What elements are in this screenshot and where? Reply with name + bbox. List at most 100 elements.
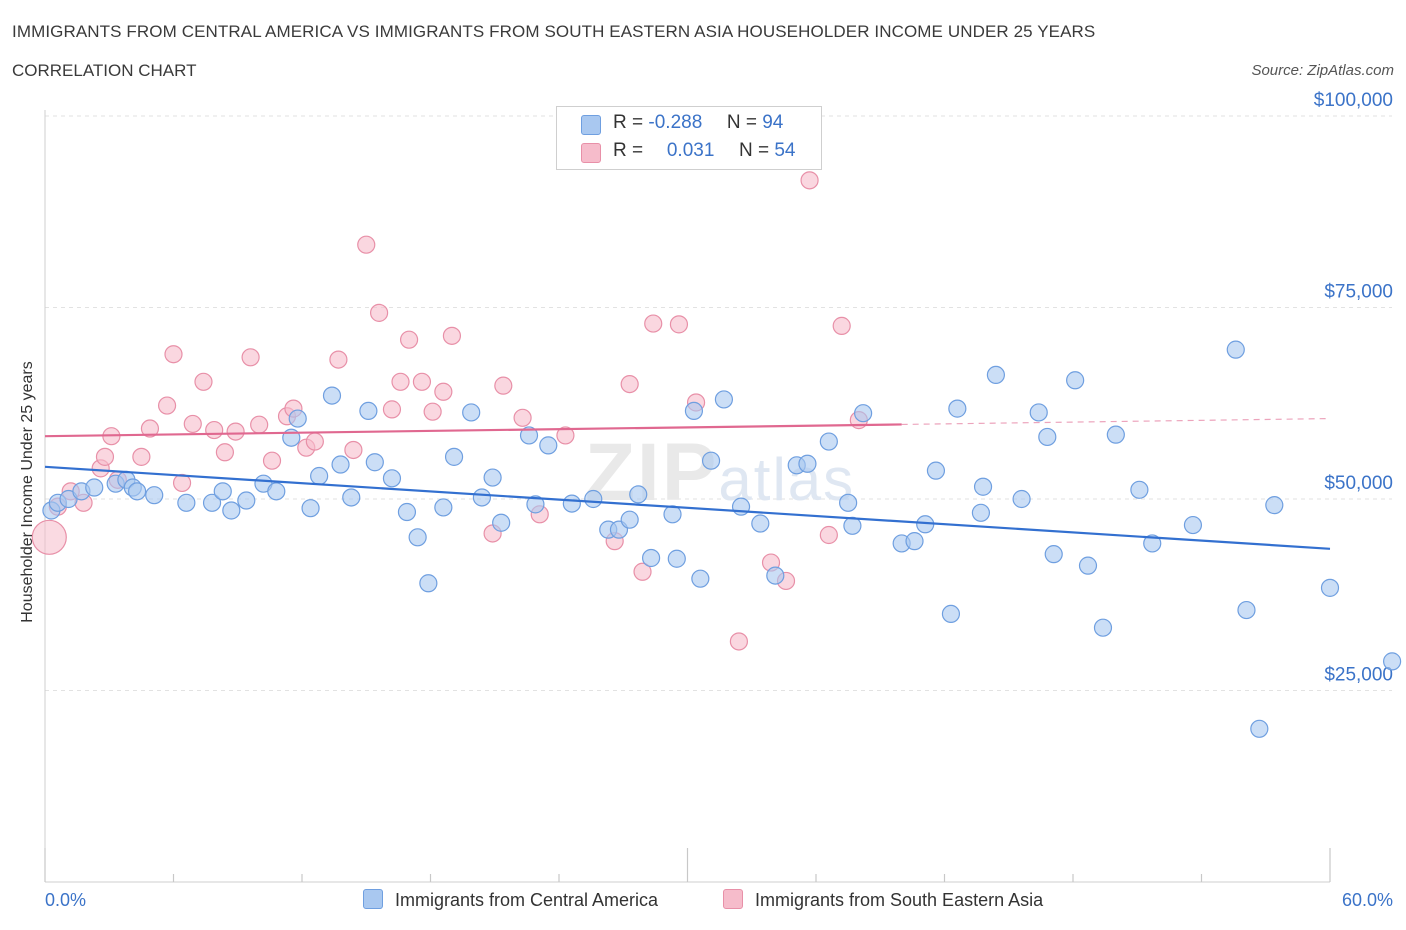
y-tick-label: $75,000 <box>1324 282 1393 303</box>
blue-point <box>1237 600 1256 620</box>
x-tick-min: 0.0% <box>45 890 87 910</box>
pink-point <box>494 376 513 395</box>
chart-title: IMMIGRANTS FROM CENTRAL AMERICA VS IMMIG… <box>12 22 1096 41</box>
pink-point <box>832 316 851 335</box>
pink-point <box>556 426 575 445</box>
blue-point <box>629 485 648 504</box>
blue-point <box>127 482 147 501</box>
pink-point <box>215 443 234 462</box>
blue-point <box>1265 496 1284 515</box>
blue-point <box>1038 427 1057 447</box>
pink-point <box>800 171 819 190</box>
blue-point <box>342 488 361 507</box>
pink-n-value: 54 <box>774 140 796 161</box>
blue-r-value: -0.288 <box>648 112 703 133</box>
y-tick-label: $100,000 <box>1314 90 1393 111</box>
blue-point <box>519 426 539 445</box>
pink-point <box>132 447 151 466</box>
blue-point <box>948 399 967 418</box>
blue-point <box>444 447 464 466</box>
blue-point <box>971 503 991 522</box>
pink-point <box>391 372 410 391</box>
blue-point <box>85 478 104 497</box>
blue-points <box>42 340 1402 738</box>
blue-point <box>1183 515 1203 535</box>
pink-point <box>183 414 202 434</box>
blue-point <box>1226 340 1245 359</box>
pink-r-value: 0.031 <box>666 140 715 161</box>
blue-point <box>1320 578 1340 597</box>
pink-point <box>164 345 183 364</box>
blue-point <box>526 495 545 514</box>
pink-point <box>620 375 639 394</box>
blue-point <box>819 432 838 451</box>
blue-point <box>1106 425 1125 444</box>
legend-r-label: R = <box>613 112 644 133</box>
pink-point <box>819 525 838 545</box>
pink-point <box>241 348 260 367</box>
pink-point <box>669 315 689 334</box>
trend-lines <box>44 417 1331 550</box>
blue-point <box>145 486 164 505</box>
pink-swatch <box>581 143 601 163</box>
pink-point <box>357 235 376 254</box>
blue-point <box>986 365 1006 385</box>
blue-point <box>714 390 734 409</box>
pink-point <box>644 314 663 333</box>
blue-point <box>310 466 329 486</box>
blue-swatch <box>363 889 383 909</box>
pink-series-name: Immigrants from South Eastern Asia <box>755 890 1044 910</box>
bottom-legend-blue: Immigrants from Central America <box>363 889 658 911</box>
blue-point <box>483 468 502 487</box>
blue-point <box>584 489 603 509</box>
pink-point <box>140 419 160 438</box>
blue-point <box>301 499 320 518</box>
legend-r-label: R = <box>613 140 644 161</box>
blue-point <box>620 510 639 529</box>
pink-trend-extension <box>901 417 1331 426</box>
y-tick-label: $25,000 <box>1324 665 1393 686</box>
blue-n-value: 94 <box>762 112 784 133</box>
pink-point <box>172 473 192 493</box>
pink-point <box>262 451 282 470</box>
blue-point <box>1066 371 1085 390</box>
y-tick-labels: $25,000 $50,000 $75,000 $100,000 <box>1314 90 1393 686</box>
legend-n-label: N = <box>726 112 757 133</box>
pink-point <box>194 372 213 391</box>
blue-point <box>1093 618 1113 637</box>
blue-point <box>434 498 453 517</box>
correlation-legend: R = -0.288 N = 94 R = 0.031 N = 54 <box>556 106 822 170</box>
blue-point <box>691 569 710 588</box>
blue-point <box>365 453 384 472</box>
pink-point <box>434 382 453 401</box>
blue-point <box>492 513 511 532</box>
blue-point <box>408 528 427 547</box>
blue-point <box>1012 489 1031 509</box>
blue-swatch <box>581 115 601 135</box>
pink-point <box>305 432 324 451</box>
pink-point <box>442 326 462 345</box>
blue-point <box>462 403 481 422</box>
pink-point <box>370 303 389 322</box>
blue-point <box>641 548 661 568</box>
pink-point <box>205 420 224 440</box>
blue-point <box>839 493 858 512</box>
pink-swatch <box>723 889 743 909</box>
blue-point <box>562 494 581 513</box>
y-tick-label: $50,000 <box>1324 473 1393 494</box>
blue-point <box>973 477 993 496</box>
blue-trend-line <box>44 465 1331 550</box>
pink-trend-line <box>44 423 902 438</box>
pink-point <box>31 519 67 555</box>
bottom-legend-pink: Immigrants from South Eastern Asia <box>723 889 1043 911</box>
y-axis-label: Householder Income Under 25 years <box>19 361 36 623</box>
blue-point <box>202 493 222 512</box>
pink-point <box>382 400 402 419</box>
blue-point <box>472 488 491 507</box>
blue-point <box>1029 403 1048 422</box>
blue-point <box>267 482 286 501</box>
blue-point <box>288 409 307 428</box>
blue-point <box>843 516 862 535</box>
blue-point <box>667 549 686 568</box>
